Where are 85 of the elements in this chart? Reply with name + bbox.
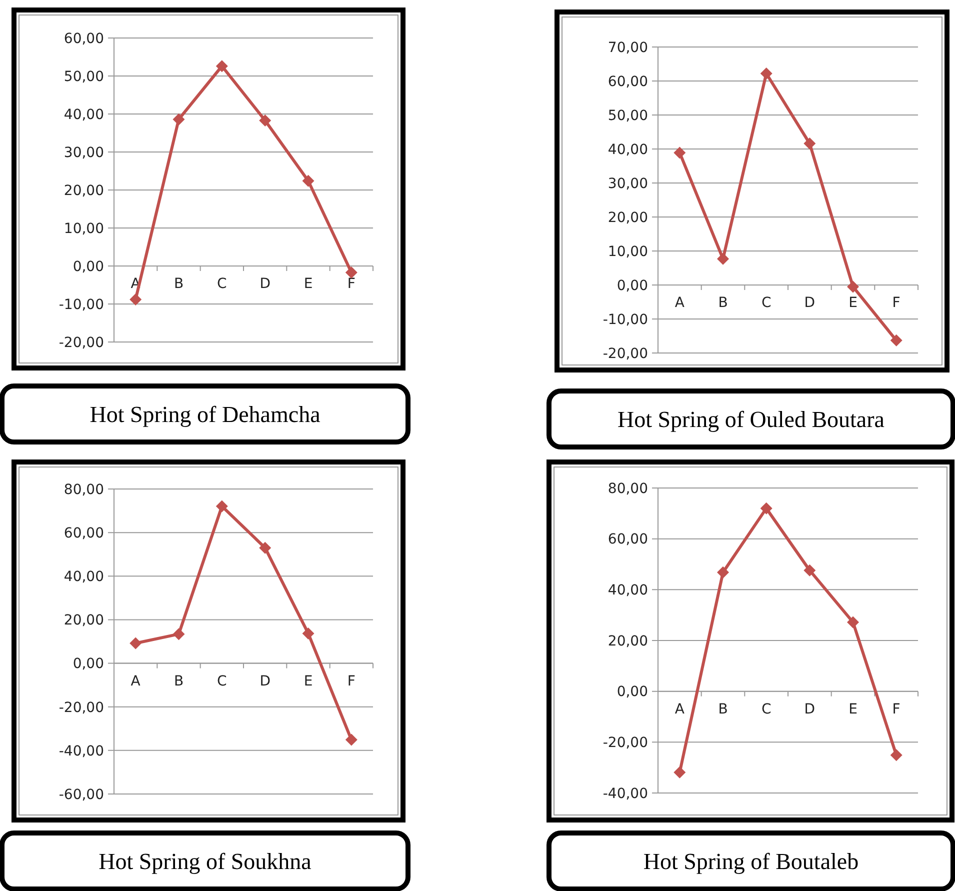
x-tick-label: D <box>260 673 270 690</box>
x-tick-label: A <box>674 295 685 311</box>
x-tick-label: B <box>718 701 728 718</box>
text: Hot Spring of Boutaleb <box>643 849 859 874</box>
y-tick-label: 40,00 <box>64 569 104 586</box>
y-tick-label: -40,00 <box>58 743 104 760</box>
x-tick-label: C <box>761 295 772 311</box>
x-tick-label: F <box>892 701 900 718</box>
y-tick-label: 80,00 <box>608 480 648 497</box>
y-tick-label: -10,00 <box>58 296 104 313</box>
y-tick-label: 40,00 <box>608 142 648 158</box>
point <box>890 749 902 762</box>
x-tick-label: E <box>304 276 313 292</box>
y-tick-label: 60,00 <box>64 525 104 542</box>
x-tick-label: A <box>674 701 685 718</box>
x-tick-label: C <box>217 276 228 292</box>
y-tick-label: -10,00 <box>602 312 648 328</box>
text: Hot Spring of Soukhna <box>98 849 312 874</box>
y-tick-label: 0,00 <box>616 278 648 294</box>
x-tick-label: D <box>260 276 270 292</box>
x-tick-label: C <box>761 701 772 718</box>
y-tick-label: 60,00 <box>608 532 648 548</box>
y-tick-label: 40,00 <box>64 106 104 123</box>
y-tick-label: 10,00 <box>64 220 104 237</box>
y-tick-label: 30,00 <box>64 144 104 161</box>
point <box>259 114 272 126</box>
point <box>345 734 358 746</box>
point <box>847 280 859 293</box>
point <box>760 68 772 80</box>
x-tick-label: F <box>892 295 900 311</box>
y-tick-label: 0,00 <box>616 684 648 700</box>
x-tick-label: A <box>130 673 141 690</box>
y-tick-label: 50,00 <box>608 108 648 124</box>
x-tick-label: E <box>304 673 313 690</box>
point <box>172 113 185 126</box>
y-tick-label: -20,00 <box>602 735 648 752</box>
y-tick-label: 0,00 <box>72 656 104 672</box>
text: Hot Spring of Ouled Boutara <box>617 407 885 432</box>
x-tick-label: B <box>718 295 728 311</box>
y-tick-label: -20,00 <box>58 700 104 716</box>
y-tick-label: 30,00 <box>608 176 648 192</box>
point <box>345 266 358 278</box>
point <box>890 334 902 346</box>
point <box>172 628 185 640</box>
y-tick-label: 80,00 <box>64 482 104 498</box>
x-tick-label: B <box>174 276 184 292</box>
y-tick-label: 10,00 <box>608 244 648 260</box>
y-tick-label: -20,00 <box>58 334 104 351</box>
x-tick-label: F <box>347 276 356 292</box>
point <box>130 293 142 306</box>
point <box>302 627 314 640</box>
y-tick-label: 20,00 <box>64 612 104 629</box>
point <box>804 564 816 576</box>
y-tick-label: 60,00 <box>608 74 648 90</box>
y-tick-label: -40,00 <box>602 786 648 802</box>
y-tick-label: 20,00 <box>608 633 648 650</box>
point <box>674 766 686 778</box>
point <box>674 146 686 159</box>
x-tick-label: D <box>804 295 816 311</box>
x-tick-label: E <box>848 701 858 718</box>
point <box>760 502 772 514</box>
text: Hot Spring of Dehamcha <box>90 402 320 428</box>
point <box>717 252 729 265</box>
y-tick-label: 70,00 <box>608 40 648 56</box>
x-tick-label: F <box>347 673 356 690</box>
x-tick-label: C <box>217 673 228 690</box>
point <box>717 566 729 578</box>
point <box>804 138 816 150</box>
point <box>302 174 314 187</box>
point <box>130 637 142 650</box>
y-tick-label: 20,00 <box>608 210 648 226</box>
x-tick-label: B <box>174 673 184 690</box>
y-tick-label: 60,00 <box>64 30 104 47</box>
y-tick-label: 20,00 <box>64 182 104 199</box>
y-tick-label: 0,00 <box>72 258 104 275</box>
y-tick-label: -20,00 <box>602 346 648 362</box>
point <box>259 542 272 554</box>
point <box>847 616 859 628</box>
x-tick-label: D <box>804 701 816 718</box>
x-tick-label: E <box>848 295 858 311</box>
point <box>216 60 228 72</box>
y-tick-label: 40,00 <box>608 582 648 599</box>
y-tick-label: -60,00 <box>58 786 104 803</box>
y-tick-label: 50,00 <box>64 68 104 85</box>
point <box>216 500 228 512</box>
